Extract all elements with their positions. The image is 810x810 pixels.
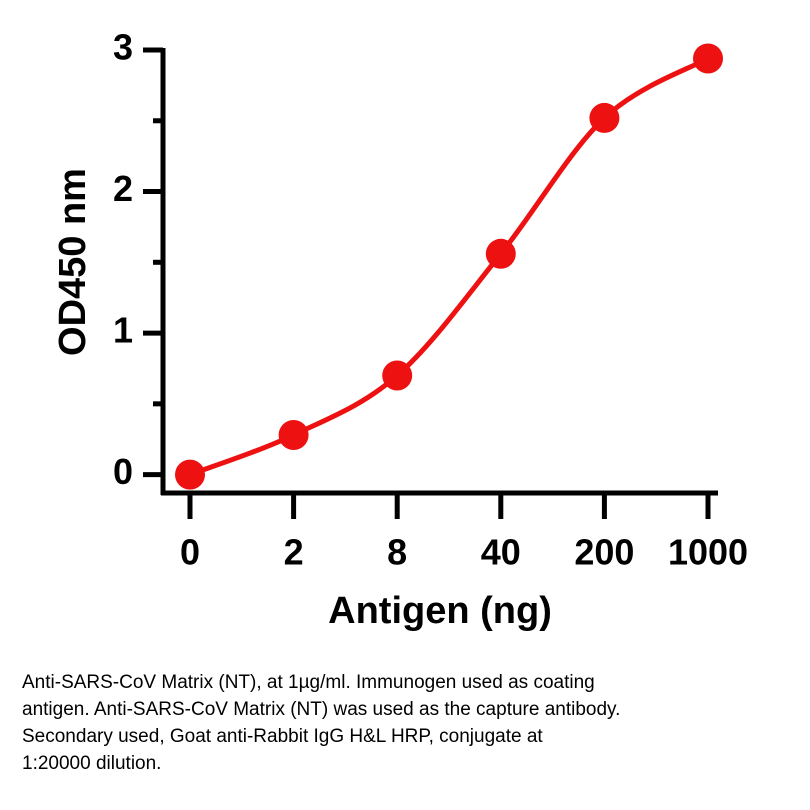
marker	[589, 102, 620, 133]
y-axis-title: OD450 nm	[52, 168, 94, 356]
y-tick-label: 1	[113, 310, 133, 351]
marker	[485, 238, 516, 269]
caption-line: antigen. Anti-SARS-CoV Matrix (NT) was u…	[22, 699, 620, 720]
x-axis-title: Antigen (ng)	[328, 590, 552, 632]
y-tick-label: 3	[113, 27, 133, 68]
x-tick-label: 1000	[668, 532, 748, 573]
x-tick-label: 0	[180, 532, 200, 573]
caption-line: Secondary used, Goat anti-Rabbit IgG H&L…	[22, 726, 543, 747]
x-tick-label: 2	[284, 532, 304, 573]
marker	[278, 419, 309, 450]
x-tick-label: 8	[387, 532, 407, 573]
x-tick-label: 200	[574, 532, 634, 573]
caption-line: Anti-SARS-CoV Matrix (NT), at 1µg/ml. Im…	[22, 672, 595, 693]
y-tick-label: 0	[113, 451, 133, 492]
line	[189, 56, 710, 477]
marker	[382, 360, 413, 391]
marker	[175, 459, 205, 490]
y-tick-label: 2	[113, 168, 133, 209]
caption-line: 1:20000 dilution.	[22, 753, 161, 774]
marker	[693, 43, 723, 74]
x-tick-label: 40	[481, 532, 521, 573]
